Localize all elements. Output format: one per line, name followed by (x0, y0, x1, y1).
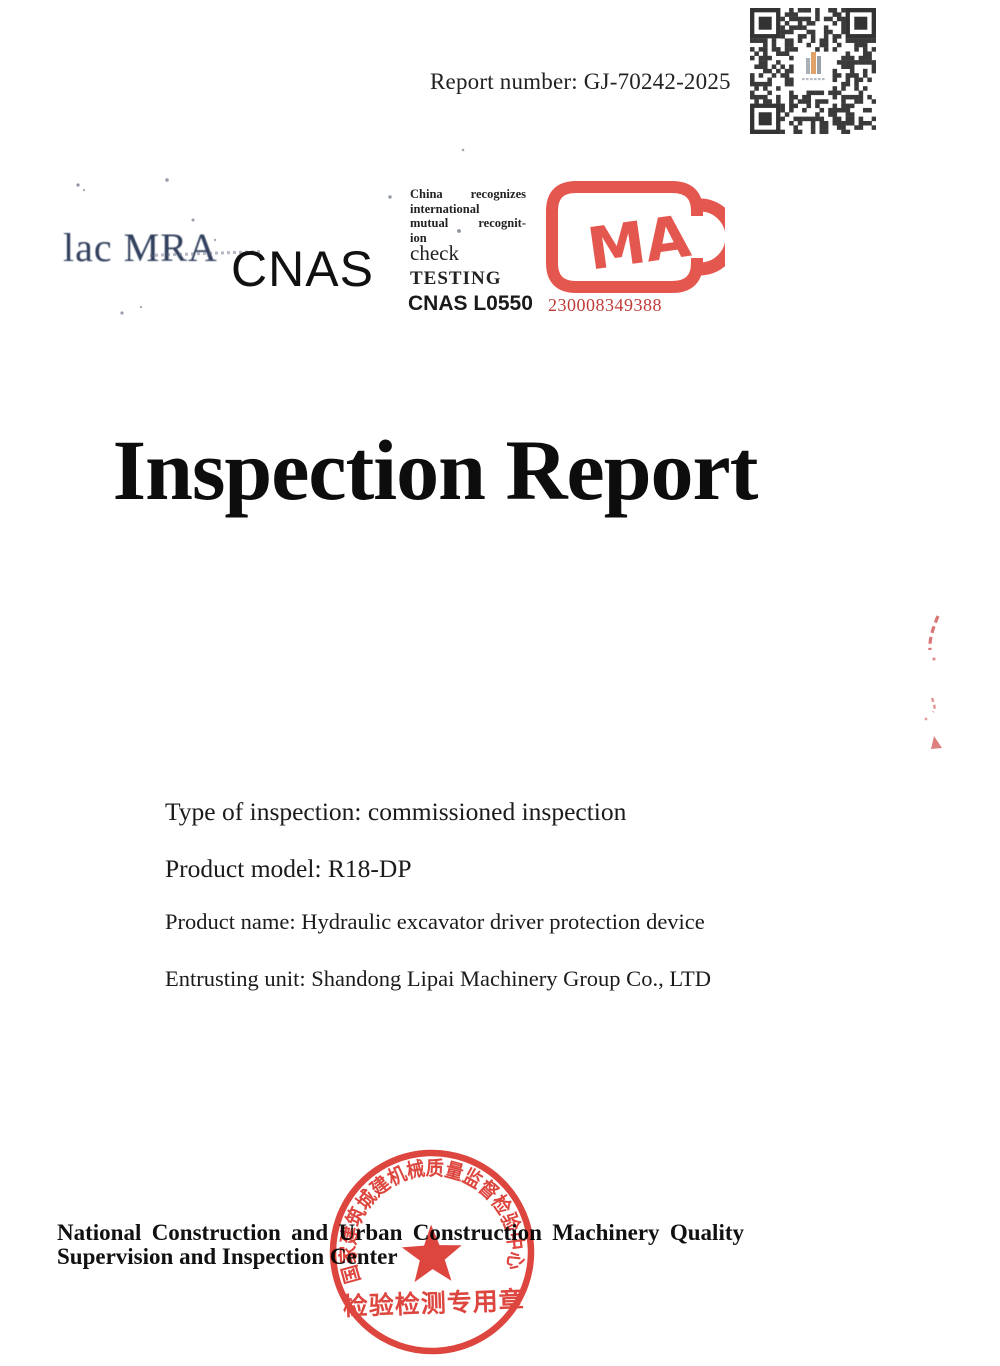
official-red-stamp: 国家建筑城建机械质量监督检验中心 检验检测专用章 (329, 1149, 535, 1355)
organization-name-line: Supervision and Inspection Center (57, 1243, 398, 1269)
qr-code (750, 8, 876, 134)
stamp-outer-ring (329, 1149, 535, 1355)
cnas-certificate-number: CNAS L0550 (408, 292, 533, 315)
cma-c-bowl (699, 198, 725, 276)
inspection-type: Type of inspection: commissioned inspect… (165, 797, 627, 826)
cma-logo: MA (546, 181, 725, 293)
cma-c-outline (546, 181, 703, 293)
accreditation-note-line: mutual recognit- (410, 216, 526, 230)
accreditation-note-line: international (410, 201, 480, 216)
testing-label: TESTING (410, 268, 502, 289)
report-number: Report number: GJ-70242-2025 (430, 69, 731, 94)
accreditation-note: China recognizes international mutual re… (410, 187, 526, 245)
page-title: Inspection Report (112, 422, 759, 518)
stamp-star-icon (401, 1224, 462, 1283)
stamp-bottom-text: 检验检测专用章 (342, 1286, 525, 1321)
organization-name: National Construction and Urban Construc… (57, 1221, 744, 1268)
entrusting-unit: Entrusting unit: Shandong Lipai Machiner… (165, 966, 711, 991)
cma-letters: MA (583, 202, 694, 284)
accreditation-note-line: China recognizes (410, 187, 526, 201)
ilac-mra-logo: lac MRA (63, 225, 218, 270)
accreditation-note-line: ion (410, 230, 427, 245)
product-name: Product name: Hydraulic excavator driver… (165, 909, 705, 934)
check-label: check (410, 241, 459, 265)
stamp-fragment-marks (924, 615, 942, 749)
organization-name-line: National Construction and Urban Construc… (57, 1220, 744, 1245)
cma-number: 230008349388 (548, 295, 662, 315)
product-model: Product model: R18-DP (165, 854, 412, 883)
cnas-logo: CNAS (231, 241, 374, 297)
